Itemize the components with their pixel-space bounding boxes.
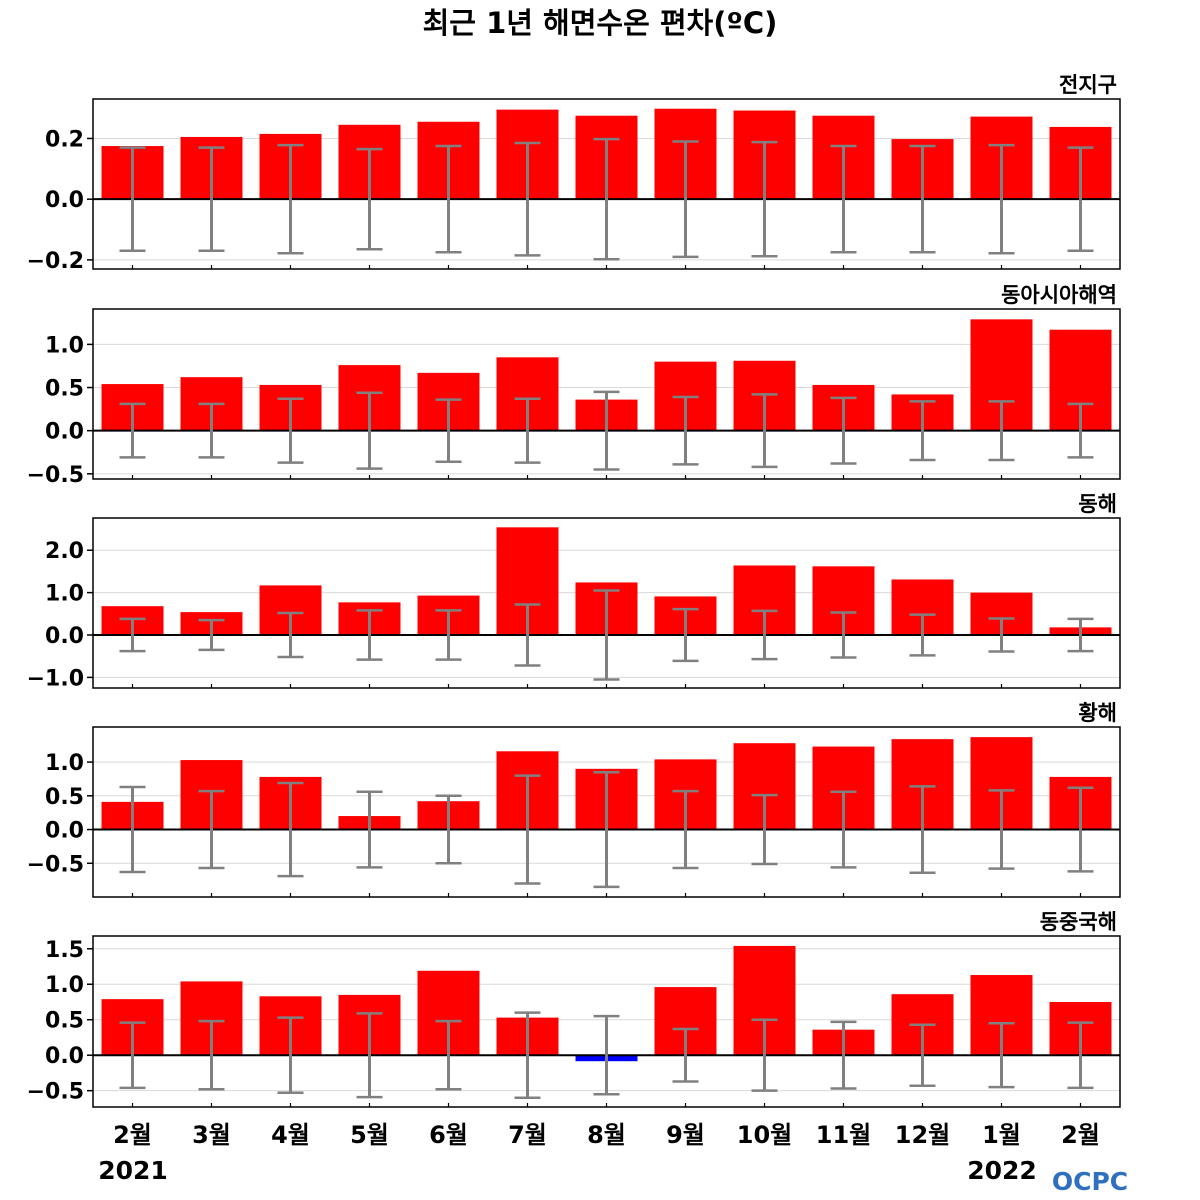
panel-title: 동중국해 [1040,910,1117,934]
y-tick-label: −0.5 [27,463,84,488]
ocpc-logo-text: OCPC [1052,1167,1128,1196]
y-tick-label: 1.0 [45,973,84,998]
x-tick-label: 2월 [1061,1121,1100,1149]
y-tick-label: 2.0 [45,539,84,564]
ocpc-logo: OCPC [1052,1167,1128,1196]
y-tick-label: 1.0 [45,751,84,776]
y-tick-label: 1.0 [45,582,84,607]
panel-1: −0.5 0.0 0.5 1.0 동아시아해역 [27,283,1121,488]
panel-title: 동해 [1078,492,1117,516]
x-tick-label: 1월 [982,1121,1021,1149]
year-label-end: 2022 [967,1156,1037,1185]
panel-0: −0.2 0.0 0.2 전지구 [27,73,1121,274]
y-tick-label: 0.0 [45,624,84,649]
y-tick-label: 0.5 [45,377,84,402]
panel-3: −0.5 0.0 0.5 1.0 황해 [27,701,1121,898]
x-tick-label: 7월 [508,1121,547,1149]
y-tick-label: −0.5 [27,1080,84,1105]
y-tick-label: −1.0 [27,666,84,691]
year-label-start: 2021 [98,1156,168,1185]
x-tick-label: 10월 [737,1121,792,1149]
panel-title: 전지구 [1059,73,1117,97]
y-tick-label: 0.5 [45,1009,84,1034]
panel-4: −0.5 0.0 0.5 1.0 1.5 동중국해 [27,910,1121,1108]
y-tick-label: 0.5 [45,785,84,810]
x-tick-label: 9월 [666,1121,705,1149]
x-tick-label: 4월 [271,1121,310,1149]
x-axis-labels: 2월 3월 4월 5월 6월 7월 8월 9월 10월 11월 12월 1월 2월 [113,1121,1100,1149]
y-tick-label: 1.5 [45,938,84,963]
y-tick-label: 0.2 [45,127,84,152]
y-tick-label: 0.0 [45,819,84,844]
y-tick-label: −0.5 [27,852,84,877]
chart-panels: −0.2 0.0 0.2 전지구 −0.5 0.0 0.5 1.0 동아시아해역 −1.0 0.0 1… [27,73,1121,1108]
y-tick-label: 0.0 [45,188,84,213]
y-tick-label: 1.0 [45,333,84,358]
panel-title: 동아시아해역 [1001,283,1117,307]
panel-title: 황해 [1078,701,1117,725]
y-tick-label: 0.0 [45,1044,84,1069]
y-tick-label: −0.2 [27,249,84,274]
chart-title: 최근 1년 해면수온 편차(ºC) [423,6,778,40]
x-tick-label: 3월 [192,1121,231,1149]
panel-2: −1.0 0.0 1.0 2.0 동해 [27,492,1121,691]
x-tick-label: 12월 [895,1121,950,1149]
x-tick-label: 11월 [816,1121,871,1149]
y-tick-label: 0.0 [45,420,84,445]
x-tick-label: 5월 [350,1121,389,1149]
x-tick-label: 2월 [113,1121,152,1149]
x-tick-label: 8월 [587,1121,626,1149]
x-tick-label: 6월 [429,1121,468,1149]
